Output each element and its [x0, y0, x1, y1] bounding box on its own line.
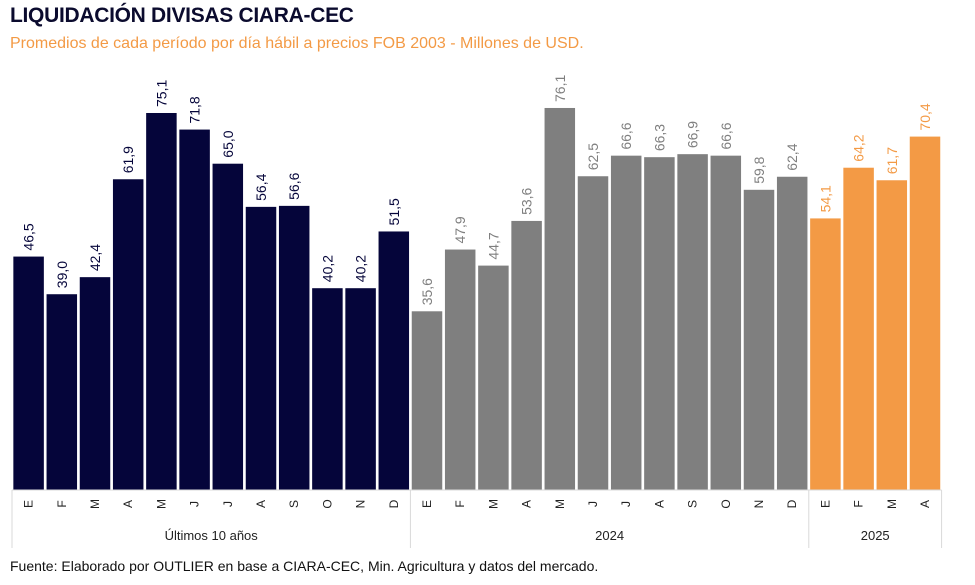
- data-label: 53,6: [519, 187, 535, 214]
- bar: [212, 163, 244, 490]
- x-tick-label: M: [154, 499, 168, 509]
- bar: [544, 107, 576, 490]
- chart-title: LIQUIDACIÓN DIVISAS CIARA-CEC: [10, 4, 354, 27]
- data-label: 42,4: [87, 244, 103, 271]
- data-label: 64,2: [851, 134, 867, 161]
- data-label: 46,5: [21, 223, 37, 250]
- x-tick-label: A: [520, 500, 534, 508]
- x-tick-label: E: [22, 500, 36, 508]
- x-tick-label: E: [818, 500, 832, 508]
- x-tick-label: A: [652, 500, 666, 508]
- x-tick-label: A: [254, 500, 268, 508]
- bar: [743, 189, 775, 490]
- data-label: 76,1: [552, 75, 568, 102]
- x-tick-label: O: [320, 499, 334, 508]
- x-tick-label: A: [918, 500, 932, 508]
- bar: [644, 157, 675, 490]
- data-label: 62,4: [784, 143, 800, 170]
- x-tick-label: D: [387, 499, 401, 508]
- bar: [79, 277, 111, 490]
- data-label: 56,6: [286, 172, 302, 199]
- data-label: 66,6: [618, 122, 634, 149]
- data-label: 62,5: [585, 143, 601, 170]
- data-label: 47,9: [452, 216, 468, 243]
- x-tick-label: M: [885, 499, 899, 509]
- bar: [909, 136, 941, 491]
- x-tick-label: F: [453, 500, 467, 507]
- data-label: 51,5: [386, 198, 402, 225]
- data-label: 70,4: [917, 103, 933, 130]
- x-tick-label: N: [752, 500, 766, 509]
- x-tick-label: M: [88, 499, 102, 509]
- x-tick-label: E: [420, 500, 434, 508]
- bar: [278, 205, 310, 491]
- x-tick-label: D: [785, 499, 799, 508]
- bar: [478, 265, 509, 490]
- bar: [411, 311, 443, 490]
- bar: [13, 256, 44, 490]
- x-tick-label: A: [121, 500, 135, 508]
- group-label: 2025: [861, 528, 890, 543]
- data-label: 54,1: [817, 185, 833, 212]
- data-label: 66,9: [685, 121, 701, 148]
- data-label: 61,7: [884, 147, 900, 174]
- bar: [444, 249, 476, 490]
- data-label: 39,0: [54, 261, 70, 288]
- bar: [146, 112, 177, 491]
- data-label: 59,8: [751, 156, 767, 183]
- chart-subtitle: Promedios de cada período por día hábil …: [10, 35, 584, 52]
- bar: [511, 220, 542, 491]
- data-label: 71,8: [187, 96, 203, 123]
- x-tick-label: S: [686, 500, 700, 508]
- group-label: 2024: [595, 528, 624, 543]
- data-label: 66,6: [718, 122, 734, 149]
- x-tick-label: J: [221, 501, 235, 507]
- source-note: Fuente: Elaborado por OUTLIER en base a …: [10, 558, 599, 574]
- x-tick-label: N: [354, 500, 368, 509]
- x-tick-label: F: [852, 500, 866, 507]
- bar: [46, 294, 78, 490]
- data-label: 40,2: [353, 255, 369, 282]
- data-label: 44,7: [485, 232, 501, 259]
- bar: [112, 179, 144, 490]
- data-label: 56,4: [253, 173, 269, 200]
- x-tick-label: M: [553, 499, 567, 509]
- bar: [843, 167, 874, 490]
- data-label: 40,2: [319, 255, 335, 282]
- data-label: 65,0: [220, 130, 236, 157]
- x-tick-label: J: [586, 501, 600, 507]
- bar: [245, 206, 277, 490]
- bar: [378, 231, 410, 490]
- x-tick-label: J: [619, 501, 633, 507]
- bar: [810, 218, 841, 490]
- bar: [577, 176, 609, 490]
- bar: [345, 288, 376, 490]
- bar: [179, 129, 210, 490]
- group-label: Últimos 10 años: [165, 528, 259, 543]
- x-tick-label: J: [188, 501, 202, 507]
- bar: [677, 154, 708, 491]
- data-label: 61,9: [120, 146, 136, 173]
- bar: [876, 180, 908, 491]
- data-label: 35,6: [419, 278, 435, 305]
- data-label: 66,3: [651, 124, 667, 151]
- x-tick-label: M: [486, 499, 500, 509]
- x-tick-label: F: [55, 500, 69, 507]
- bar: [312, 288, 343, 490]
- data-label: 75,1: [153, 80, 169, 107]
- bar: [610, 155, 642, 490]
- x-tick-label: O: [719, 499, 733, 508]
- x-tick-label: S: [287, 500, 301, 508]
- bar: [710, 155, 742, 490]
- bar: [776, 176, 808, 490]
